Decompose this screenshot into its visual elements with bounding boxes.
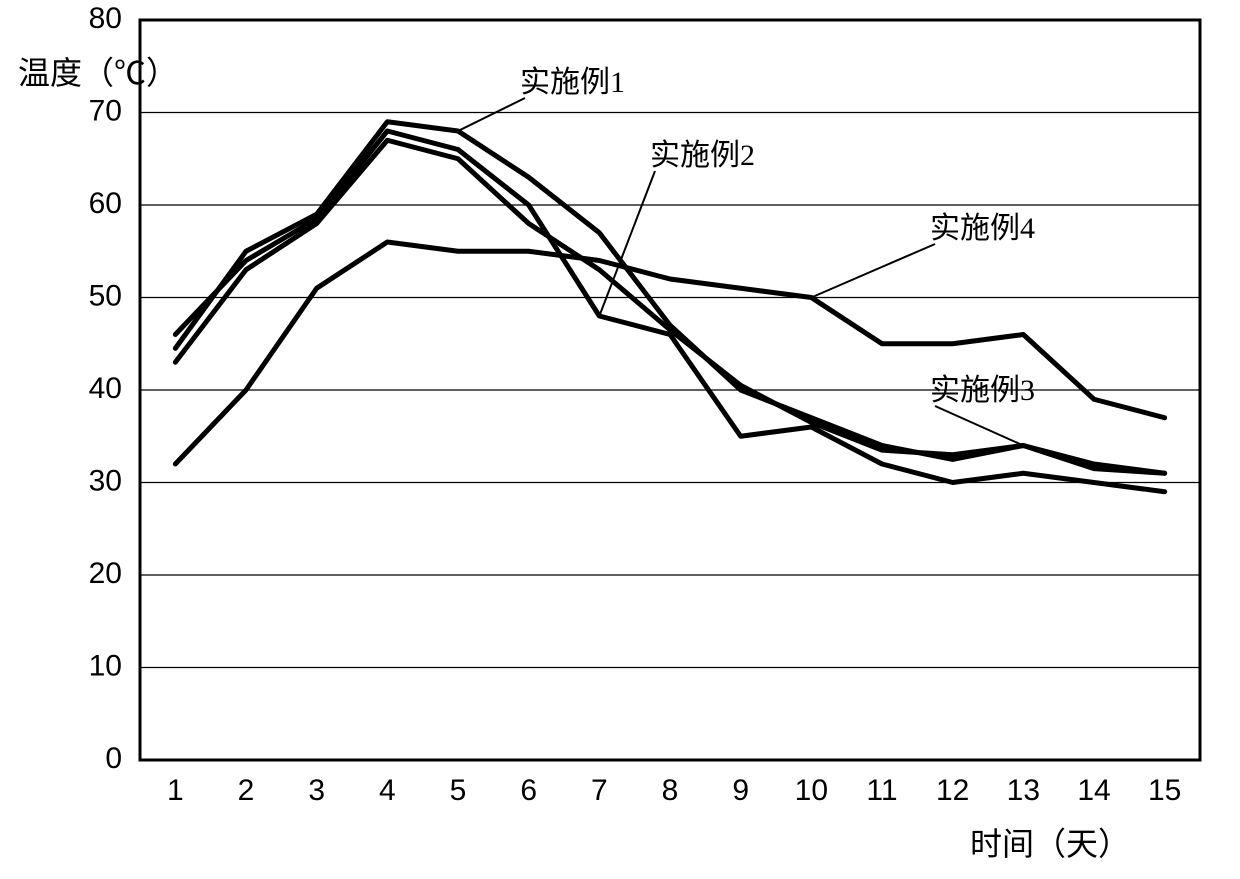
y-tick-label: 60 <box>89 187 122 220</box>
series-label: 实施例3 <box>930 374 1035 407</box>
x-tick-label: 12 <box>936 774 969 807</box>
x-axis-title: 时间（天） <box>970 826 1130 862</box>
y-tick-label: 0 <box>105 742 122 775</box>
x-tick-label: 4 <box>379 774 396 807</box>
y-tick-label: 50 <box>89 279 122 312</box>
y-tick-label: 20 <box>89 557 122 590</box>
y-tick-label: 30 <box>89 464 122 497</box>
x-tick-label: 7 <box>591 774 608 807</box>
series-label: 实施例2 <box>650 139 755 172</box>
x-tick-label: 8 <box>662 774 679 807</box>
x-tick-label: 5 <box>450 774 467 807</box>
x-tick-label: 11 <box>866 774 897 807</box>
x-tick-label: 13 <box>1007 774 1040 807</box>
series-label: 实施例4 <box>930 212 1035 245</box>
x-tick-label: 2 <box>238 774 255 807</box>
x-tick-label: 1 <box>167 774 184 807</box>
x-tick-label: 10 <box>795 774 828 807</box>
line-chart: 01020304050607080123456789101112131415温度… <box>0 0 1240 879</box>
x-tick-label: 14 <box>1077 774 1110 807</box>
x-tick-label: 3 <box>308 774 325 807</box>
x-tick-label: 15 <box>1148 774 1181 807</box>
y-axis-title: 温度（℃） <box>18 55 178 91</box>
y-tick-label: 70 <box>89 94 122 127</box>
y-tick-label: 10 <box>89 649 122 682</box>
y-tick-label: 80 <box>89 2 122 35</box>
x-tick-label: 9 <box>732 774 749 807</box>
series-label: 实施例1 <box>520 66 625 99</box>
x-tick-label: 6 <box>520 774 537 807</box>
y-tick-label: 40 <box>89 372 122 405</box>
